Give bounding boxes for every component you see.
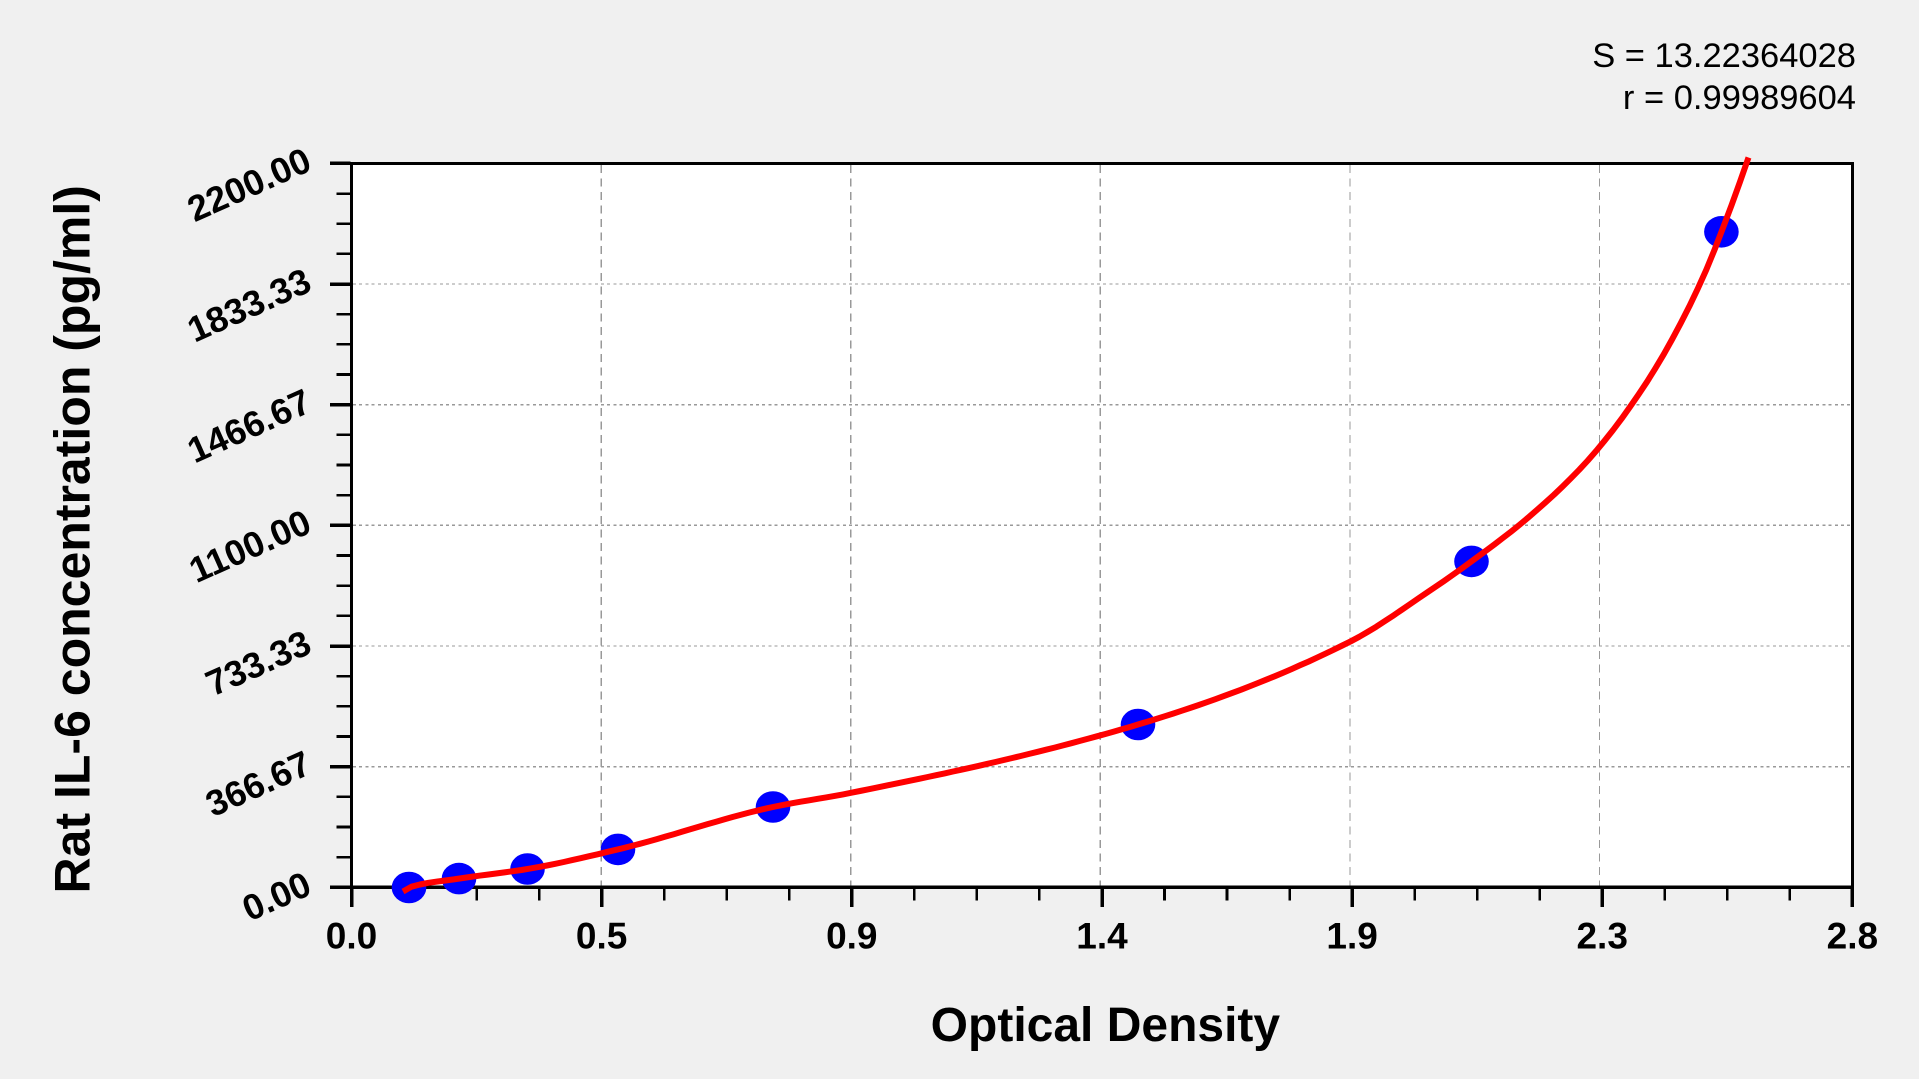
svg-text:0.5: 0.5 <box>576 916 627 957</box>
svg-text:0.9: 0.9 <box>826 916 877 957</box>
svg-text:r = 0.99989604: r = 0.99989604 <box>1623 79 1856 117</box>
svg-text:0.0: 0.0 <box>326 916 377 957</box>
svg-text:Optical Density: Optical Density <box>931 999 1281 1052</box>
svg-text:2.8: 2.8 <box>1827 916 1878 957</box>
svg-text:2.3: 2.3 <box>1576 916 1627 957</box>
svg-text:1.4: 1.4 <box>1076 916 1128 957</box>
svg-text:Rat IL-6 concentration (pg/ml): Rat IL-6 concentration (pg/ml) <box>45 185 101 893</box>
svg-text:S = 13.22364028: S = 13.22364028 <box>1592 37 1856 75</box>
svg-text:1.9: 1.9 <box>1326 916 1377 957</box>
